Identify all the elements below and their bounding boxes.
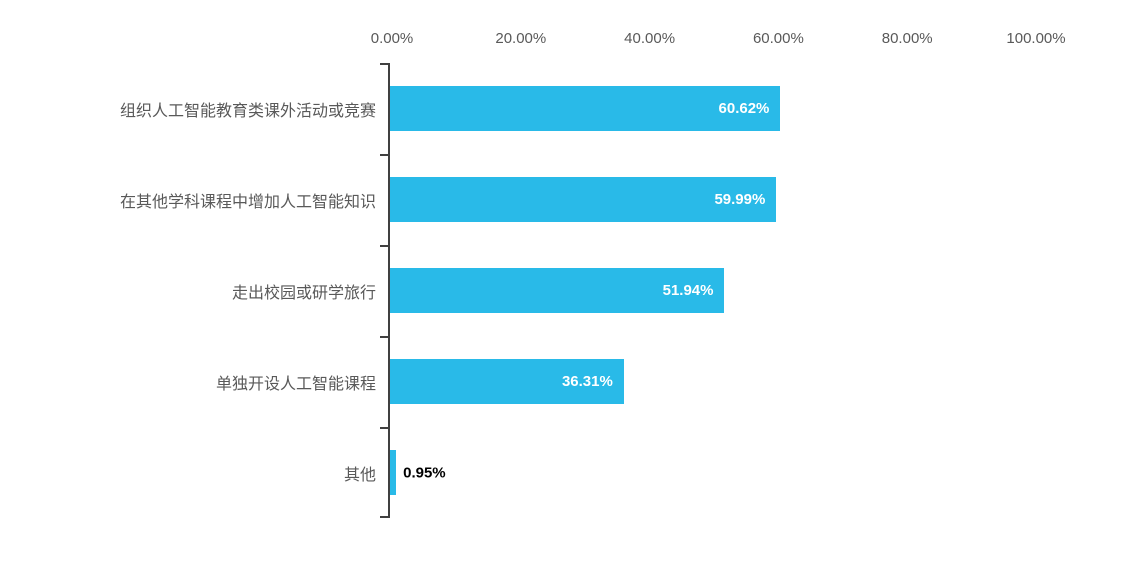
category-axis-tick [380, 245, 388, 247]
category-label: 组织人工智能教育类课外活动或竞赛 [119, 102, 376, 120]
bar: 60.62% [390, 86, 781, 131]
category-label: 在其他学科课程中增加人工智能知识 [119, 193, 376, 211]
category-axis-tick [380, 154, 388, 156]
x-axis-tick-label: 40.00% [624, 30, 676, 47]
category-label: 走出校园或研学旅行 [231, 284, 376, 302]
category-axis-tick [380, 336, 388, 338]
x-axis-tick-label: 0.00% [370, 30, 414, 47]
bar: 36.31% [390, 359, 624, 404]
x-axis-tick-label: 80.00% [881, 30, 933, 47]
category-axis-tick [380, 63, 388, 65]
category-axis-tick [380, 427, 388, 429]
x-axis-tick-label: 60.00% [752, 30, 804, 47]
category-label: 单独开设人工智能课程 [215, 375, 376, 393]
bar-value-label: 51.94% [662, 282, 714, 299]
bar-value-label: 59.99% [714, 191, 766, 208]
category-label: 其他 [343, 466, 376, 484]
x-axis-tick-label: 20.00% [495, 30, 547, 47]
bar-value-label: 0.95% [403, 464, 446, 481]
bar-value-label: 60.62% [718, 100, 770, 117]
x-axis-tick-label: 100.00% [1006, 30, 1066, 47]
bar [390, 450, 397, 495]
bar-value-label: 36.31% [561, 373, 613, 390]
bar: 59.99% [390, 177, 777, 222]
bar: 51.94% [390, 268, 725, 313]
category-axis-tick [380, 516, 388, 518]
category-axis-line [388, 63, 390, 518]
